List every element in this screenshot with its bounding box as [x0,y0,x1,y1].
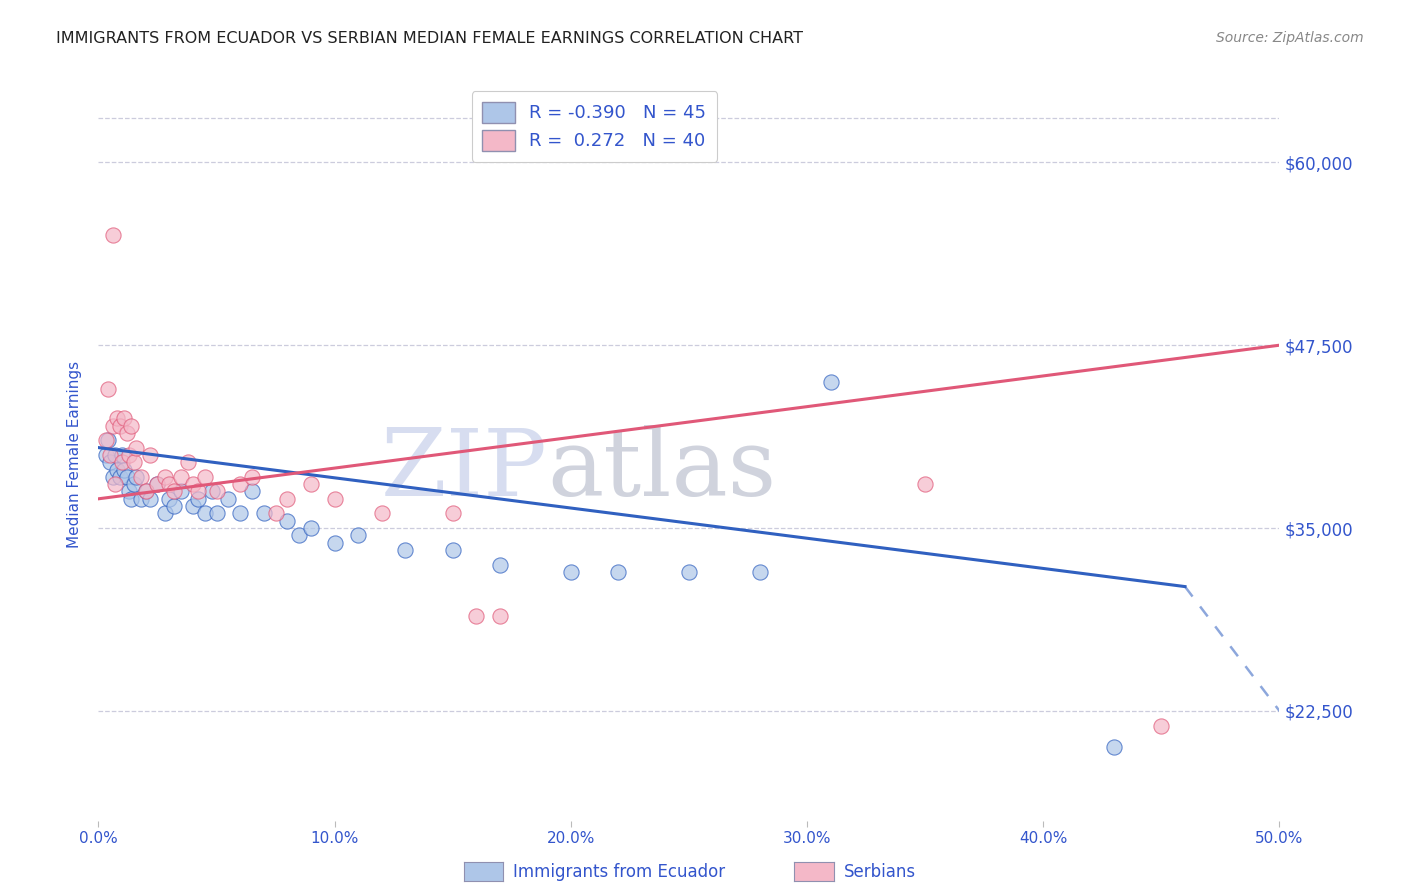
Point [157,477,180,491]
Point [1150,718,1173,732]
Point [163,484,186,499]
Point [98,448,121,462]
Point [97,434,120,448]
Point [112,462,135,476]
Point [489,608,512,623]
Point [115,470,138,484]
Point [347,528,370,542]
Point [135,484,157,499]
Point [104,448,127,462]
Point [607,565,630,579]
Point [276,514,298,528]
Point [748,565,770,579]
Point [489,558,512,572]
Point [229,477,252,491]
Point [181,477,204,491]
Point [111,448,134,462]
Point [94,448,117,462]
Point [194,507,217,521]
Point [229,507,252,521]
Point [441,507,464,521]
Point [240,484,263,499]
Point [105,411,128,425]
Point [105,462,128,476]
Point [108,470,131,484]
Point [1102,740,1125,755]
Point [820,375,842,389]
Legend: R = -0.390   N = 45, R =  0.272   N = 40: R = -0.390 N = 45, R = 0.272 N = 40 [471,91,717,161]
Point [678,565,700,579]
Point [205,507,228,521]
Point [299,521,322,535]
Point [253,507,276,521]
Point [122,477,145,491]
Point [201,484,224,499]
Point [177,455,200,469]
Point [101,228,124,243]
Point [129,491,152,506]
Point [94,434,117,448]
Point [129,470,152,484]
Point [125,470,148,484]
Point [118,448,141,462]
Point [98,455,121,469]
Point [157,491,180,506]
Point [264,507,287,521]
Text: Immigrants from Ecuador: Immigrants from Ecuador [513,863,725,881]
Point [465,608,488,623]
Point [288,528,311,542]
Point [205,484,228,499]
Point [194,470,217,484]
Y-axis label: Median Female Earnings: Median Female Earnings [67,361,83,549]
Text: ZIP: ZIP [381,425,547,515]
Point [163,499,186,513]
Point [146,477,169,491]
Text: Source: ZipAtlas.com: Source: ZipAtlas.com [1216,31,1364,45]
Point [323,535,346,549]
Point [101,470,124,484]
Point [181,499,204,513]
Point [97,382,120,396]
Point [170,484,193,499]
Point [217,491,239,506]
Point [101,418,124,433]
Point [135,484,157,499]
Point [115,425,138,440]
Point [121,491,143,506]
Point [139,491,162,506]
Point [170,470,193,484]
Point [153,507,176,521]
Point [125,441,148,455]
Point [153,470,176,484]
Point [104,477,127,491]
Point [914,477,936,491]
Point [108,418,131,433]
Point [276,491,298,506]
Point [394,543,416,558]
Point [323,491,346,506]
Point [441,543,464,558]
Point [187,491,209,506]
Point [111,455,134,469]
Point [187,484,209,499]
Point [139,448,162,462]
Point [122,455,145,469]
Point [112,411,135,425]
Text: Serbians: Serbians [844,863,915,881]
Point [118,484,141,499]
Point [371,507,394,521]
Point [299,477,322,491]
Point [146,477,169,491]
Point [240,470,263,484]
Point [121,418,143,433]
Text: IMMIGRANTS FROM ECUADOR VS SERBIAN MEDIAN FEMALE EARNINGS CORRELATION CHART: IMMIGRANTS FROM ECUADOR VS SERBIAN MEDIA… [56,31,803,46]
Text: atlas: atlas [547,425,776,515]
Point [560,565,582,579]
